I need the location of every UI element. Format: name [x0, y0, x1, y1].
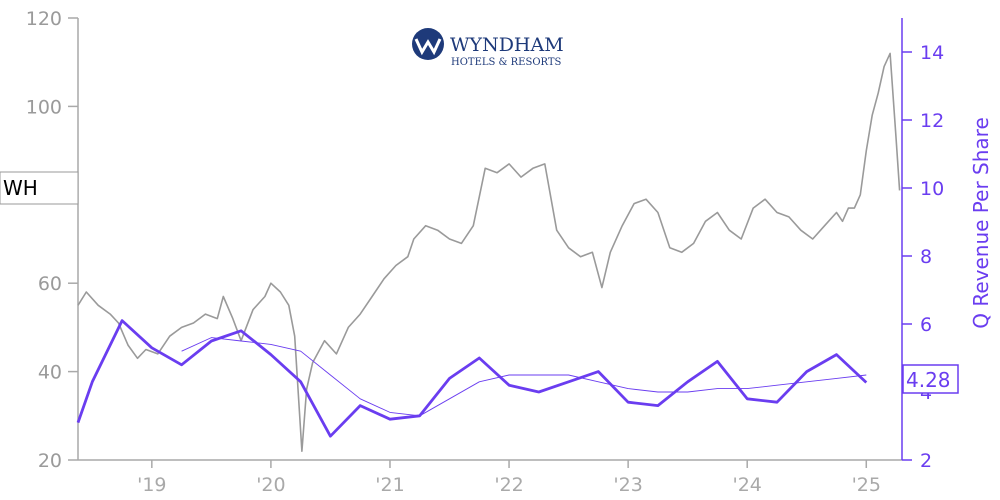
ticker-label: WH: [0, 171, 79, 205]
x-tick-label: '22: [494, 474, 523, 496]
left-tick-label: 120: [26, 8, 62, 30]
left-tick-label: 20: [38, 450, 62, 472]
x-tick-label: '25: [852, 474, 881, 496]
last-value-text: 4.28: [906, 368, 951, 392]
right-tick-label: 6: [920, 314, 932, 336]
left-tick-label: 100: [26, 96, 62, 118]
left-tick-label: 40: [38, 362, 62, 384]
right-axis-ticks: 2468101214: [902, 42, 944, 472]
last-value-label: 4.28: [902, 364, 959, 394]
x-tick-label: '23: [613, 474, 642, 496]
x-tick-label: '20: [256, 474, 285, 496]
left-axis-ticks: 20 40 60 100 120: [26, 8, 78, 472]
last-value-box: [902, 364, 959, 394]
x-axis-ticks: '19 '20 '21 '22 '23 '24 '25: [137, 460, 881, 496]
ticker-text: WH: [3, 176, 38, 200]
price-line: [77, 52, 901, 452]
x-tick-label: '21: [375, 474, 404, 496]
x-tick-label: '19: [137, 474, 166, 496]
wyndham-logo: WYNDHAM HOTELS & RESORTS: [412, 28, 564, 68]
series-layer: [76, 52, 901, 452]
right-tick-label: 8: [920, 246, 932, 268]
right-tick-label: 12: [920, 110, 944, 132]
logo-name: WYNDHAM: [450, 34, 564, 56]
axes: [77, 18, 903, 461]
ticker-box: [0, 171, 79, 205]
logo-w-icon: [414, 38, 442, 56]
right-tick-label: 10: [920, 178, 944, 200]
revenue-average-line: [181, 337, 867, 417]
right-tick-label: 14: [920, 42, 944, 64]
x-tick-label: '24: [732, 474, 761, 496]
right-tick-label: 2: [920, 450, 932, 472]
logo-subtitle: HOTELS & RESORTS: [451, 57, 562, 68]
right-axis-label: Q Revenue Per Share: [969, 117, 993, 329]
left-tick-label: 60: [38, 273, 62, 295]
quarterly-revenue-line: [76, 319, 868, 438]
